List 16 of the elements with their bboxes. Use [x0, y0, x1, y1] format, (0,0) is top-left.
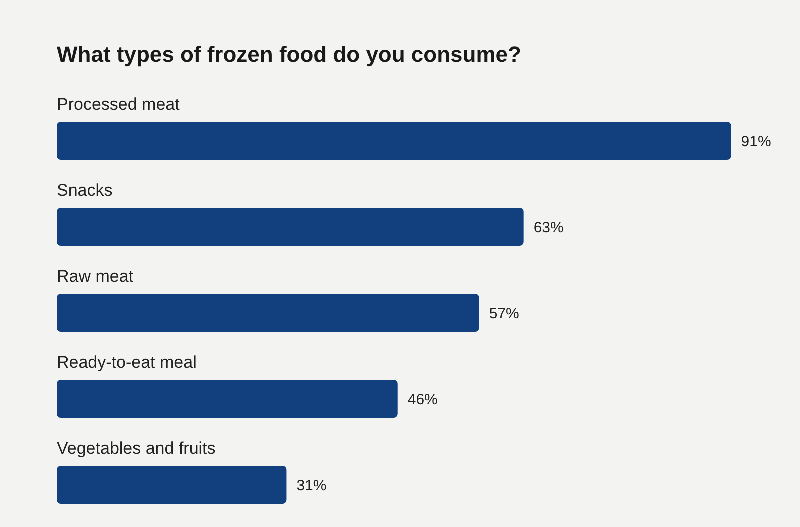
data-label: 46% [408, 391, 438, 408]
y-tick-label: Ready-to-eat meal [57, 353, 197, 372]
data-label: 31% [296, 477, 327, 494]
data-label: 63% [534, 219, 564, 236]
bar [57, 208, 524, 246]
bar [57, 122, 732, 160]
data-label: 57% [489, 305, 520, 322]
bar [57, 294, 480, 332]
y-tick-label: Snacks [57, 181, 113, 200]
bar [57, 380, 398, 418]
y-tick-label: Vegetables and fruits [57, 439, 216, 458]
data-label: 91% [741, 133, 772, 150]
bar [57, 466, 287, 504]
y-tick-label: Raw meat [57, 267, 134, 286]
y-tick-label: Processed meat [57, 95, 180, 114]
text: What types of frozen food do you consume? [57, 42, 522, 67]
